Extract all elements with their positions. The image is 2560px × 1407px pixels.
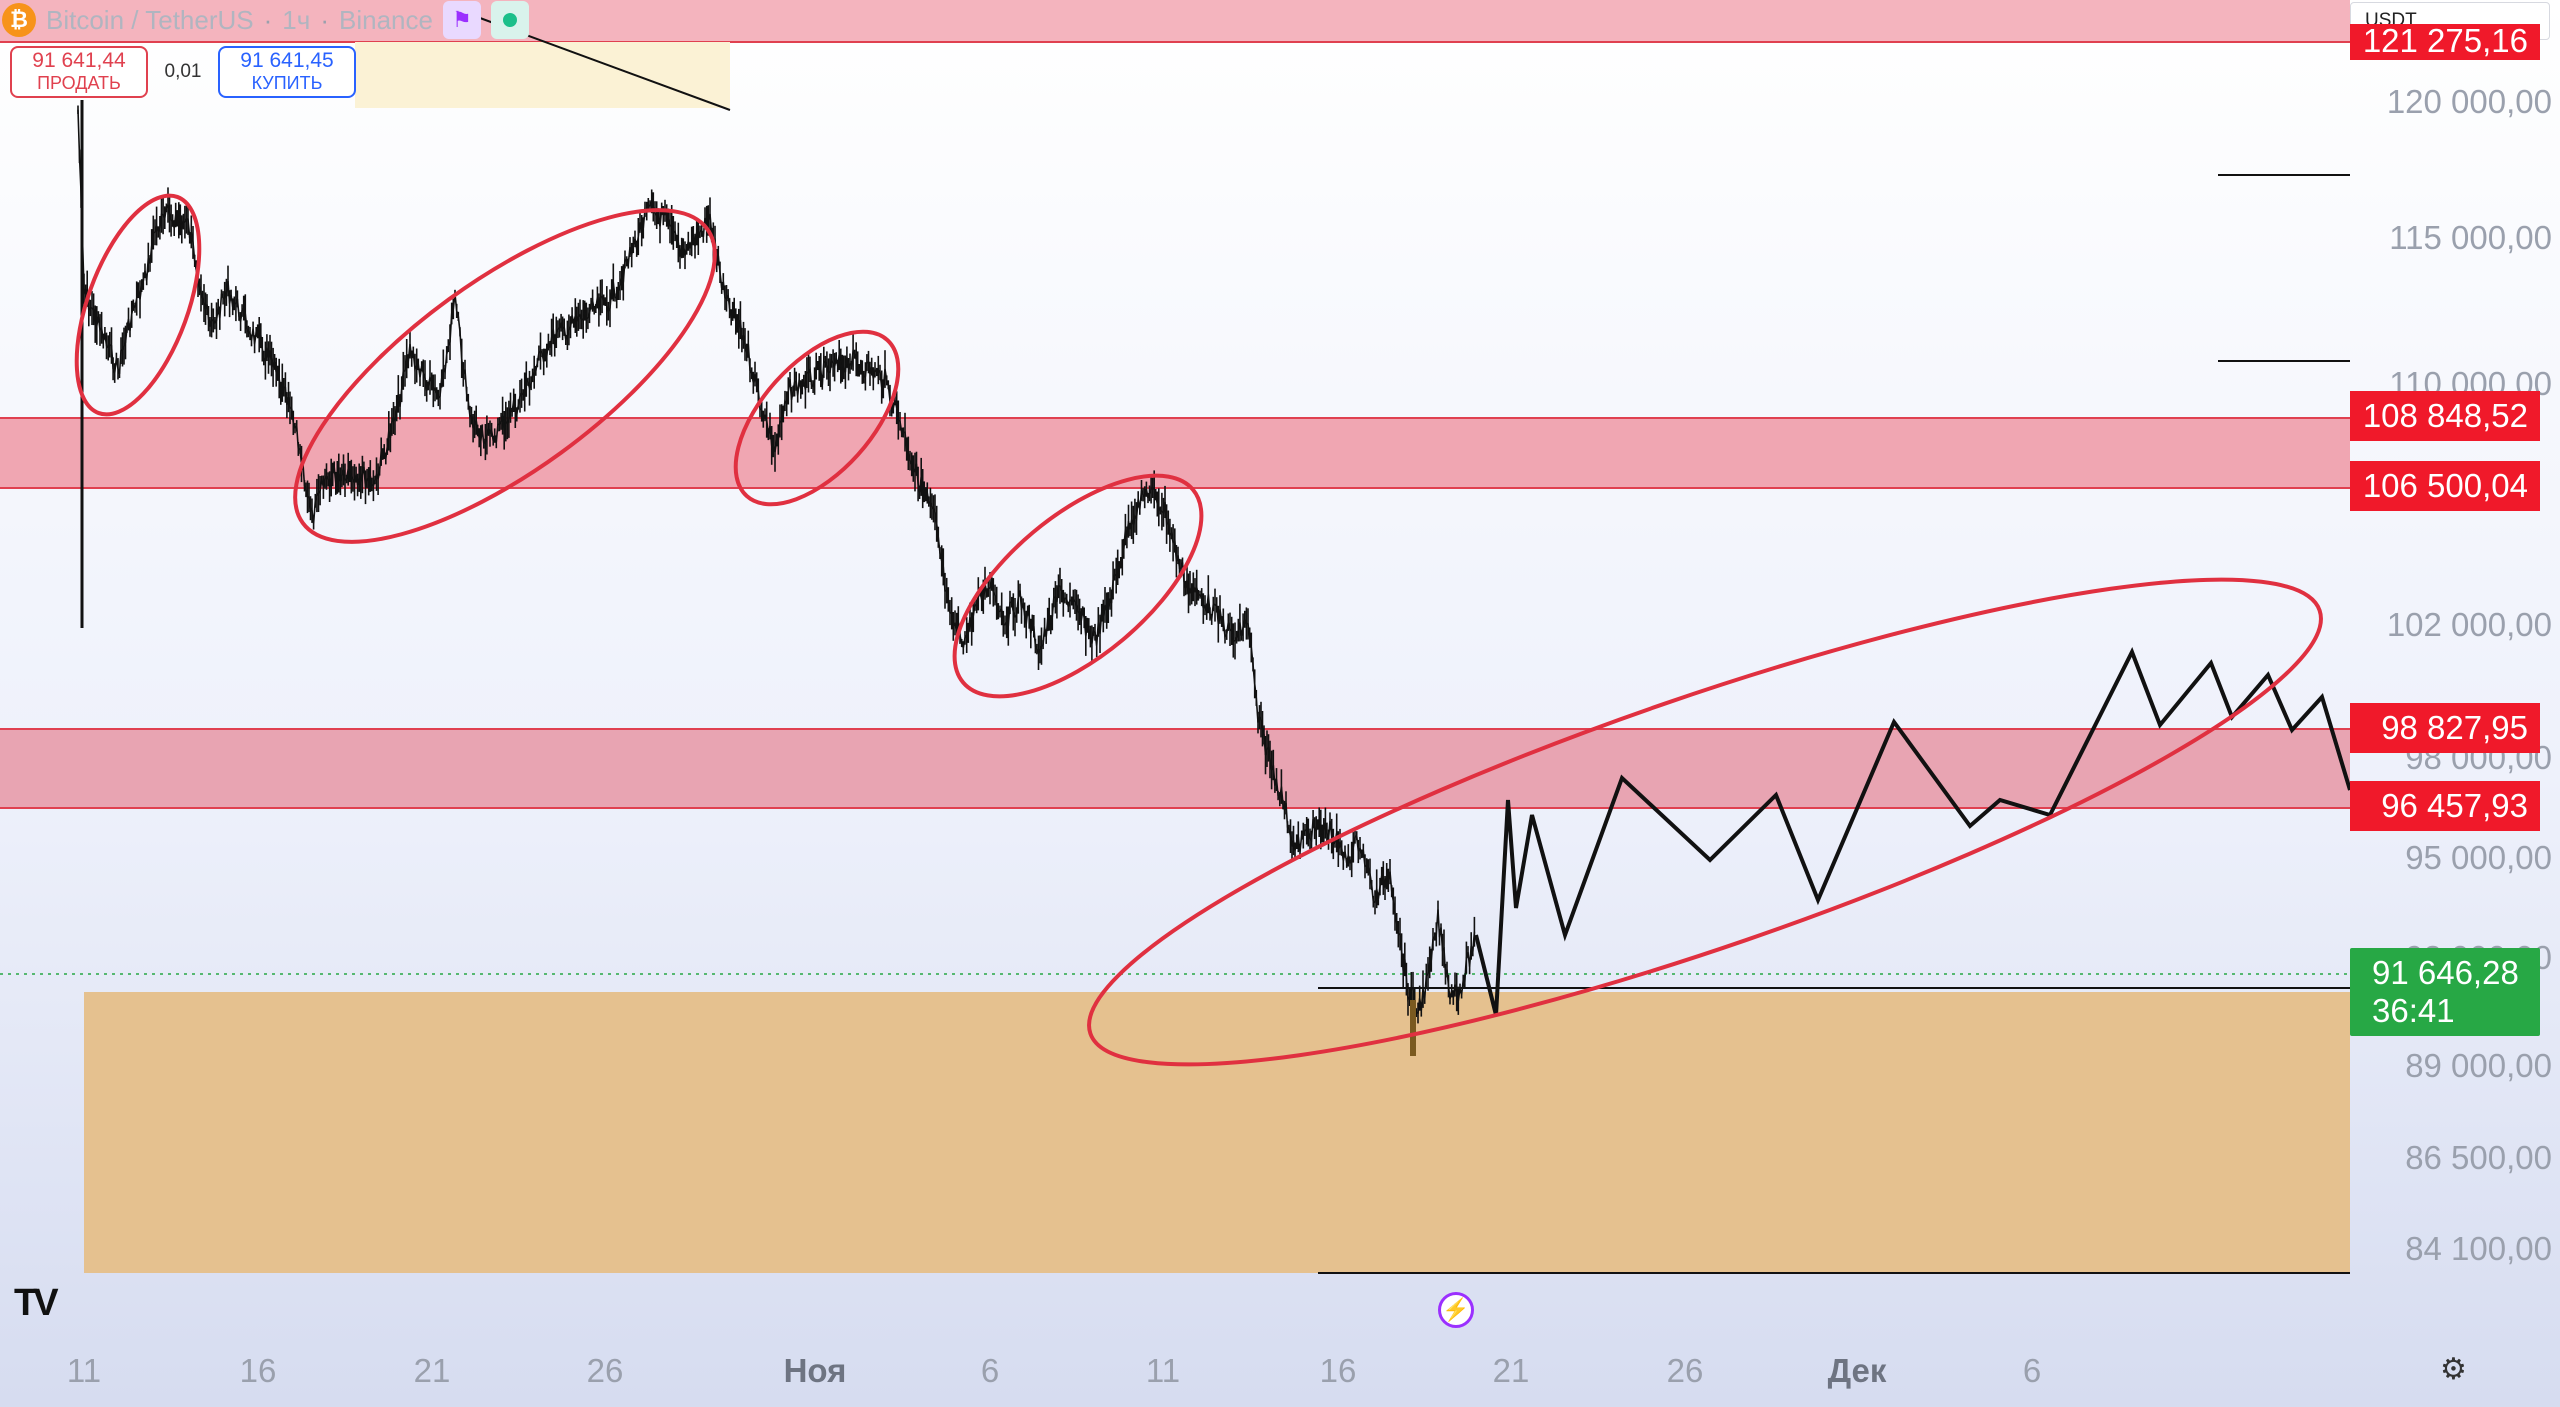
interval-label[interactable]: 1ч (282, 4, 311, 35)
resistance-zone-top[interactable] (0, 0, 2350, 42)
buy-price: 91 641,45 (240, 49, 334, 72)
sell-price: 91 641,44 (32, 49, 126, 72)
time-label: 21 (413, 1352, 451, 1389)
bitcoin-icon: ₿ (2, 3, 36, 37)
settings-icon[interactable]: ⚙ (2440, 1353, 2467, 1386)
time-label: 16 (239, 1352, 277, 1389)
buy-label: КУПИТЬ (251, 73, 323, 93)
exchange-label: Binance (338, 4, 433, 35)
price-badge-zone2-top[interactable]: 98 827,95 (2350, 703, 2540, 753)
buy-button[interactable]: 91 641,45 КУПИТЬ (218, 46, 356, 98)
price-label: 102 000,00 (2386, 606, 2552, 643)
trade-panel: 91 641,44 ПРОДАТЬ 0,01 91 641,45 КУПИТЬ (10, 46, 356, 98)
bar-countdown: 36:41 (2372, 992, 2455, 1029)
time-label: 16 (1319, 1352, 1357, 1389)
time-label: 21 (1492, 1352, 1530, 1389)
market-status-dot-icon[interactable] (490, 1, 529, 39)
flag-icon[interactable]: ⚑ (442, 1, 481, 39)
price-label: 120 000,00 (2386, 83, 2552, 120)
price-label: 86 500,00 (2405, 1139, 2552, 1176)
price-badge-zone-top[interactable]: 108 848,52 (2350, 391, 2540, 441)
pattern-ellipse-1[interactable] (52, 180, 225, 430)
spread-value: 0,01 (164, 61, 202, 82)
symbol-name[interactable]: Bitcoin / TetherUS (46, 4, 254, 35)
resistance-zone-lower[interactable] (0, 729, 2350, 808)
demand-zone[interactable] (84, 992, 2350, 1273)
current-price: 91 646,28 (2372, 954, 2519, 991)
price-label: 89 000,00 (2405, 1047, 2552, 1084)
price-badge-zone-bottom[interactable]: 106 500,04 (2350, 461, 2540, 511)
candle-body-trace (77, 109, 1476, 1014)
current-price-badge[interactable]: 91 646,28 36:41 (2350, 948, 2540, 1036)
time-label: 26 (586, 1352, 624, 1389)
price-label: 115 000,00 (2389, 219, 2552, 256)
pattern-ellipse-4[interactable] (918, 436, 1238, 736)
time-label: 11 (66, 1352, 102, 1389)
time-label: 26 (1666, 1352, 1704, 1389)
symbol-header[interactable]: ₿ Bitcoin / TetherUS · 1ч · Binance ⚑ (0, 0, 529, 40)
forecast-path[interactable] (1474, 647, 2352, 1016)
price-badge-zone2-bottom[interactable]: 96 457,93 (2350, 781, 2540, 831)
time-label: 11 (1145, 1352, 1181, 1389)
time-label: 6 (2022, 1352, 2042, 1389)
price-badge-top-partial: 121 275,16 (2350, 24, 2540, 60)
price-label: 84 100,00 (2405, 1230, 2552, 1267)
time-label-month: Дек (1827, 1352, 1887, 1389)
time-label: 6 (980, 1352, 1000, 1389)
sell-button[interactable]: 91 641,44 ПРОДАТЬ (10, 46, 148, 98)
price-label: 95 000,00 (2405, 839, 2552, 876)
header-separator-1: · (263, 4, 273, 35)
pattern-ellipse-3[interactable] (706, 303, 928, 533)
tradingview-logo[interactable]: TV (14, 1282, 59, 1324)
lightning-icon[interactable]: ⚡ (1438, 1292, 1474, 1328)
price-candles (77, 105, 1476, 1024)
low-wick-candle (1410, 1000, 1416, 1056)
sell-label: ПРОДАТЬ (37, 73, 121, 93)
pattern-ellipse-2[interactable] (247, 152, 763, 600)
time-label-month: Ноя (783, 1352, 847, 1389)
pattern-ellipse-5[interactable] (1050, 492, 2361, 1152)
trade-panel-backdrop (355, 42, 730, 108)
header-separator-2: · (320, 4, 329, 35)
